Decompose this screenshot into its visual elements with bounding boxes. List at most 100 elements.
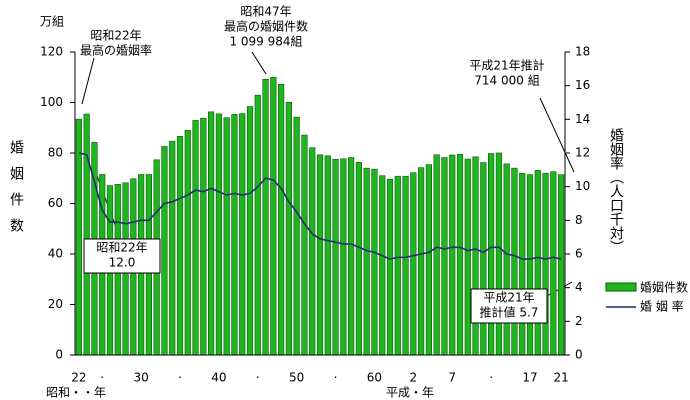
bar: [371, 168, 378, 356]
y-title: 婚姻件数: [8, 140, 24, 244]
y-tick-label: 20: [48, 297, 63, 311]
annotation: 12.0: [109, 256, 136, 270]
bar: [169, 140, 176, 356]
annotation: 平成21年: [483, 291, 534, 305]
annotation: 昭和22年: [96, 241, 147, 255]
bar: [208, 111, 215, 356]
rate-line: [78, 152, 562, 260]
bar: [511, 167, 518, 356]
x-tick-label: ·: [100, 371, 104, 385]
annotation: 最高の婚姻件数: [224, 19, 308, 34]
x-tick-label: 21: [553, 371, 568, 385]
bar: [386, 178, 394, 356]
x-tick-label: ·: [334, 371, 338, 385]
annotation-box: [83, 238, 161, 274]
x-tick-label: 50: [289, 371, 304, 385]
x-tick-label: 17: [522, 371, 537, 385]
bar: [410, 172, 417, 356]
bar: [246, 106, 254, 356]
bar: [472, 156, 479, 356]
bar: [83, 113, 90, 356]
annotation: 推計値 5.7: [480, 305, 539, 320]
bar: [301, 134, 308, 356]
bar: [239, 113, 246, 356]
bar: [293, 116, 300, 356]
bar: [550, 171, 557, 356]
bar: [503, 163, 510, 356]
bar: [355, 162, 362, 356]
bar: [184, 129, 191, 356]
y-tick-label: 100: [40, 95, 63, 109]
bar: [285, 101, 292, 356]
bar: [363, 167, 370, 356]
x-tick-label: 7: [448, 371, 456, 385]
bar: [215, 113, 222, 356]
bar: [254, 94, 261, 356]
y2-tick-label: 2: [575, 314, 583, 328]
bar: [192, 120, 199, 356]
bar: [534, 170, 541, 356]
bar: [488, 153, 495, 356]
legend-swatch: [605, 282, 637, 292]
bar: [418, 167, 425, 356]
bar: [270, 76, 277, 356]
bar: [433, 154, 440, 356]
bar: [176, 136, 184, 356]
y2-tick-label: 10: [575, 179, 590, 193]
bar: [316, 154, 324, 356]
y2-tick-label: 6: [575, 247, 583, 261]
bar: [464, 158, 471, 356]
bar: [495, 152, 502, 356]
bar: [402, 175, 409, 356]
x-tick-label: ·: [256, 371, 260, 385]
annotation: 昭和47年: [240, 5, 291, 19]
bar: [324, 155, 331, 356]
bar: [441, 157, 448, 356]
y-unit: 万組: [40, 15, 64, 29]
bar: [348, 157, 355, 356]
y-tick-label: 40: [48, 247, 63, 261]
bar: [519, 172, 526, 356]
y-tick-label: 0: [55, 348, 63, 362]
y-tick-label: 80: [48, 146, 63, 160]
y2-title: 婚姻率（人口千対）: [608, 128, 624, 254]
bar: [542, 172, 549, 356]
x-era-label: 平成・年: [386, 386, 434, 400]
bar: [340, 158, 347, 356]
y2-tick-label: 14: [575, 112, 590, 126]
bar: [526, 174, 534, 356]
bar: [425, 164, 432, 356]
x-tick-label: 2: [410, 371, 418, 385]
annotation-box: [470, 288, 548, 324]
y-tick-label: 60: [48, 196, 63, 210]
y2-tick-label: 4: [575, 280, 583, 294]
bar: [262, 78, 269, 356]
bar: [309, 147, 316, 356]
x-tick-label: 40: [211, 371, 226, 385]
legend-label: 婚姻件数: [640, 280, 688, 295]
bar: [449, 154, 456, 356]
bar: [558, 174, 565, 356]
y2-tick-label: 0: [575, 348, 583, 362]
y2-tick-label: 8: [575, 213, 583, 227]
y-tick-label: 120: [40, 45, 63, 59]
bar: [278, 84, 285, 356]
bar: [200, 117, 207, 356]
bar: [161, 146, 168, 356]
bar: [394, 175, 401, 356]
annotation: 714 000 組: [474, 74, 539, 88]
x-tick-label: ·: [178, 371, 182, 385]
annotation: 1 099 984組: [229, 35, 302, 49]
x-tick-label: 22: [71, 371, 86, 385]
annotation: 昭和22年: [90, 29, 141, 43]
bar: [75, 118, 82, 356]
x-tick-label: 30: [133, 371, 148, 385]
legend-label: 婚 姻 率: [640, 299, 684, 314]
y2-tick-label: 12: [575, 146, 590, 160]
bar: [379, 175, 386, 356]
y2-tick-label: 16: [575, 78, 590, 92]
bar: [223, 117, 230, 356]
bar: [231, 114, 238, 356]
